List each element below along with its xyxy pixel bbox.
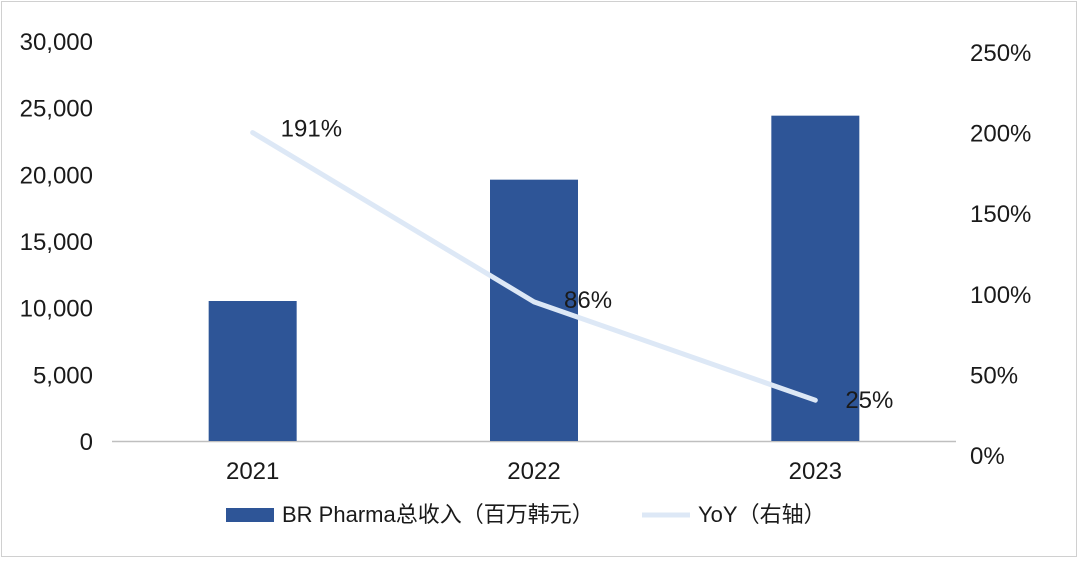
- left-axis-ticks: 0 5,000 10,000 15,000 20,000 25,000 30,000: [20, 29, 93, 456]
- legend-label-revenue: BR Pharma总收入（百万韩元）: [282, 502, 594, 527]
- x-axis-ticks: 2021 2022 2023: [226, 458, 842, 485]
- left-tick-label: 5,000: [33, 362, 93, 389]
- bar-series: [208, 115, 860, 442]
- x-tick-label: 2023: [789, 458, 842, 485]
- right-tick-label: 50%: [970, 362, 1018, 389]
- left-tick-label: 20,000: [20, 162, 93, 189]
- bar-2023: [771, 115, 860, 442]
- yoy-line: [250, 130, 818, 403]
- left-tick-label: 10,000: [20, 296, 93, 323]
- yoy-data-label: 86%: [564, 287, 612, 314]
- yoy-data-label: 191%: [281, 116, 342, 143]
- right-tick-label: 100%: [970, 282, 1031, 309]
- left-tick-label: 15,000: [20, 229, 93, 256]
- legend-label-yoy: YoY（右轴）: [698, 502, 826, 527]
- right-tick-label: 0%: [970, 443, 1005, 470]
- bar-2021: [208, 301, 297, 441]
- x-tick-label: 2021: [226, 458, 279, 485]
- legend-swatch-revenue: [226, 508, 274, 522]
- right-tick-label: 150%: [970, 201, 1031, 228]
- left-tick-label: 30,000: [20, 29, 93, 56]
- x-tick-label: 2022: [507, 458, 560, 485]
- yoy-data-label: 25%: [845, 387, 893, 414]
- right-tick-label: 200%: [970, 121, 1031, 148]
- right-tick-label: 250%: [970, 40, 1031, 67]
- left-tick-label: 0: [80, 429, 93, 456]
- legend: BR Pharma总收入（百万韩元） YoY（右轴）: [226, 502, 826, 527]
- right-axis-ticks: 0% 50% 100% 150% 200% 250%: [970, 40, 1031, 470]
- yoy-line-series: 191% 86% 25%: [250, 116, 893, 414]
- left-tick-label: 25,000: [20, 96, 93, 123]
